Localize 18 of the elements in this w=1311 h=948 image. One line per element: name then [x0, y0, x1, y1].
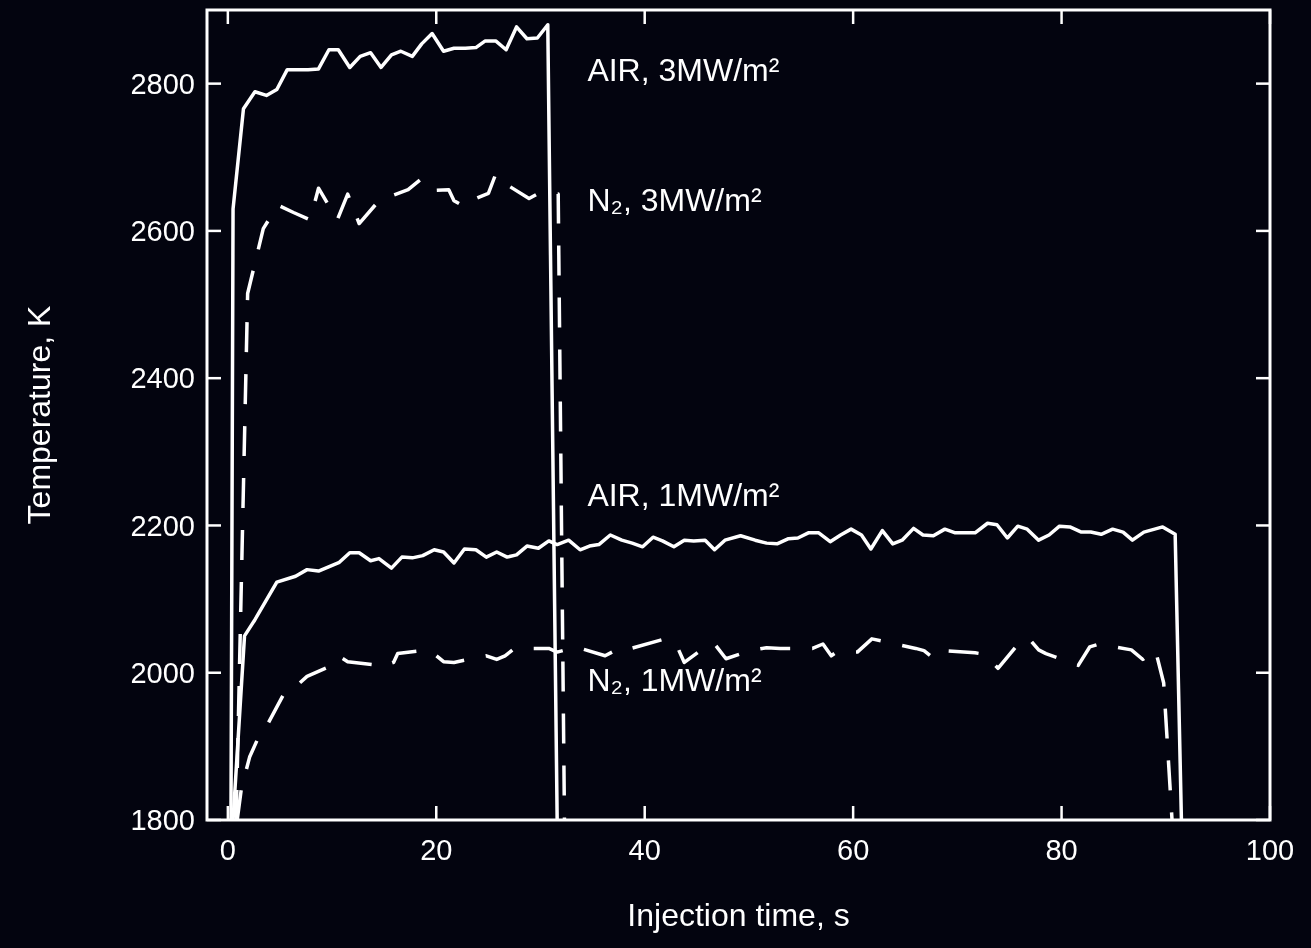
y-tick-label: 1800 — [130, 804, 195, 837]
y-tick-label: 2800 — [130, 67, 195, 100]
y-axis-title: Temperature, K — [21, 305, 57, 525]
legend-label: AIR, 3MW/m² — [587, 52, 780, 89]
y-tick-label: 2200 — [130, 509, 195, 542]
x-tick-label: 20 — [420, 834, 453, 866]
x-tick-label: 40 — [628, 834, 661, 866]
x-tick-label: 80 — [1045, 834, 1078, 866]
series-label: N₂, 1MW/m² — [587, 662, 762, 699]
x-tick-label: 0 — [219, 834, 236, 866]
x-tick-label: 60 — [837, 834, 870, 866]
y-tick-label: 2600 — [130, 215, 195, 248]
series-label: AIR, 1MW/m² — [587, 477, 780, 514]
x-axis-title: Injection time, s — [627, 897, 850, 933]
y-tick-label: 2000 — [130, 656, 195, 689]
series-label: N₂, 3MW/m² — [587, 182, 762, 219]
y-tick-label: 2400 — [130, 362, 195, 395]
x-tick-label: 100 — [1245, 834, 1295, 866]
